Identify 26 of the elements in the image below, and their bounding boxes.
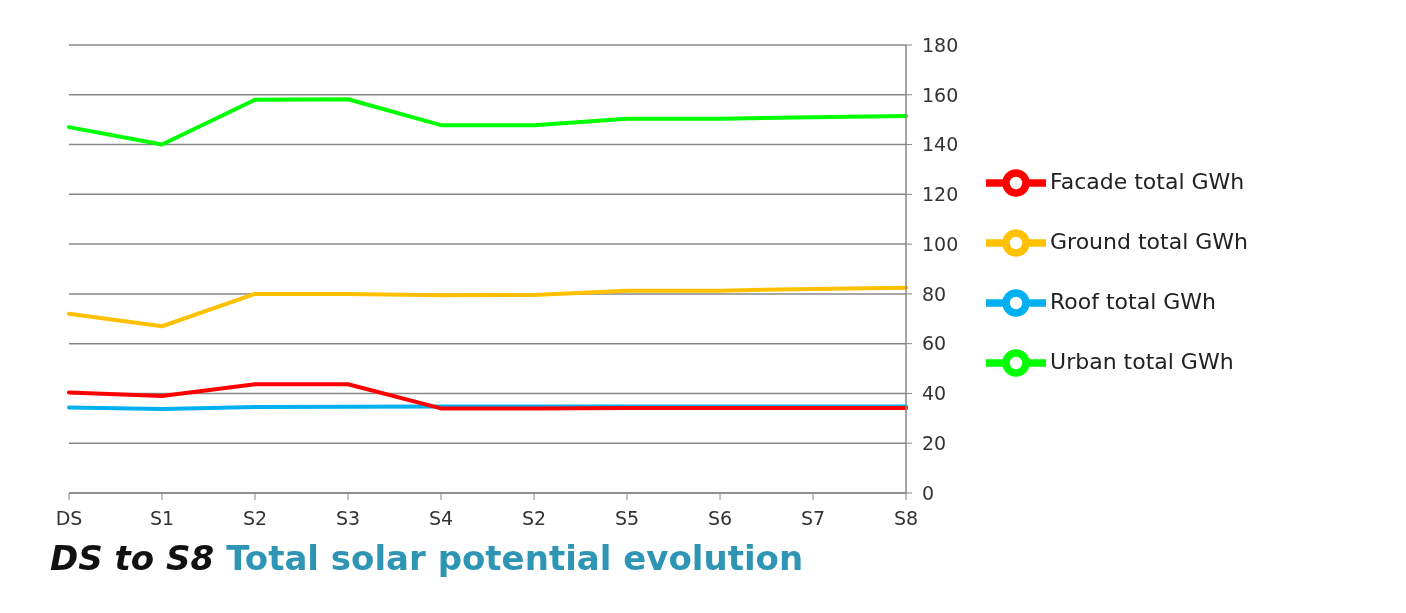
y-tick-label: 0 xyxy=(922,481,935,504)
x-tick-label: S2 xyxy=(242,507,268,530)
y-tick-label: 60 xyxy=(922,332,947,355)
x-tick-label: S5 xyxy=(614,507,640,530)
legend-label: Urban total GWh xyxy=(1050,349,1234,374)
legend-label: Ground total GWh xyxy=(1050,229,1248,254)
legend-label: Facade total GWh xyxy=(1050,169,1245,194)
y-tick-label: 160 xyxy=(922,83,959,106)
y-tick-label: 80 xyxy=(922,282,947,305)
x-tick-label: S3 xyxy=(335,507,361,530)
y-tick-label: 180 xyxy=(922,33,959,56)
x-tick-label: S8 xyxy=(893,507,919,530)
y-tick-label: 100 xyxy=(922,232,959,255)
y-tick-label: 120 xyxy=(922,183,959,206)
y-tick-label: 20 xyxy=(922,431,947,454)
x-tick-label: S7 xyxy=(800,507,826,530)
y-tick-label: 40 xyxy=(922,382,947,405)
text: Total solar potential evolution xyxy=(226,538,804,578)
text: DS to S8 xyxy=(50,538,215,578)
legend-label: Roof total GWh xyxy=(1050,289,1217,314)
x-tick-label: S4 xyxy=(428,507,454,530)
y-tick-label: 140 xyxy=(922,133,959,156)
x-tick-label: S2 xyxy=(521,507,547,530)
x-tick-label: DS xyxy=(55,507,83,530)
x-tick-label: S1 xyxy=(149,507,175,530)
x-tick-label: S6 xyxy=(707,507,733,530)
